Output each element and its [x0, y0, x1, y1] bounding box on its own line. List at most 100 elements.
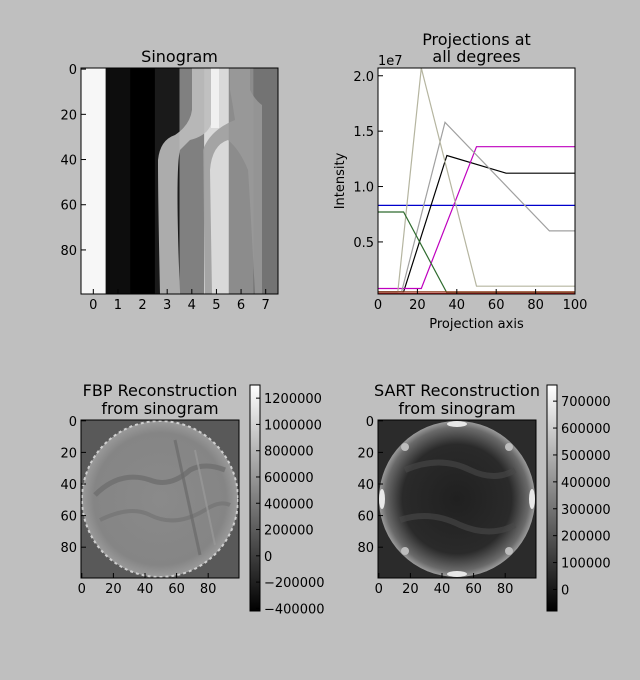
projections-series: [378, 68, 575, 294]
fbp-colorbar-tick: −400000: [264, 602, 325, 617]
sinogram-panel: Sinogram 0 1 2 3 4 5 6 7 0 20 40 60 80: [60, 47, 279, 313]
sart-x-tick: 40: [434, 582, 451, 597]
sinogram-x-tick: 5: [212, 298, 220, 313]
fbp-y-tick: 80: [60, 541, 77, 556]
sart-y-tick: 60: [357, 510, 374, 525]
sinogram-x-tick: 7: [262, 298, 270, 313]
fbp-y-tick: 60: [60, 510, 77, 525]
sart-panel: SART Reconstruction from sinogram 0 20 40 6…: [357, 381, 611, 612]
sart-y-axis: 0 20 40 60 80: [357, 415, 383, 556]
sart-colorbar-ticks: 700000 600000 500000 400000 300000 200000 1000…: [553, 395, 611, 598]
fbp-colorbar-tick: −200000: [264, 576, 325, 591]
fbp-y-tick: 0: [69, 415, 77, 430]
fbp-x-tick: 40: [137, 582, 154, 597]
projections-y-tick: 2.0: [353, 70, 374, 85]
fbp-title-line-1: FBP Reconstruction: [83, 381, 238, 400]
fbp-streak-d: [194, 449, 216, 546]
sinogram-y-axis: 0 20 40 60 80: [60, 63, 86, 259]
fbp-title-line-2: from sinogram: [101, 399, 218, 418]
fbp-streak-b: [99, 501, 231, 523]
projections-plot-area: [378, 68, 575, 294]
sinogram-column: [81, 68, 107, 294]
projections-x-tick: 20: [409, 298, 426, 313]
projections-panel: Projections at all degrees 0 20 40 60 80 100 …: [333, 30, 587, 332]
fbp-x-tick: 20: [105, 582, 122, 597]
sinogram-x-axis: 0 1 2 3 4 5 6 7: [89, 289, 270, 313]
sart-x-tick: 60: [465, 582, 482, 597]
fbp-colorbar-tick: 600000: [264, 471, 314, 486]
fbp-rim: [81, 420, 239, 578]
sart-colorbar-tick: 200000: [561, 530, 611, 545]
sart-title-line-1: SART Reconstruction: [374, 381, 540, 400]
projections-x-tick: 80: [527, 298, 544, 313]
projections-title-line-2: all degrees: [432, 47, 520, 66]
projections-y-tick: 1.5: [353, 125, 374, 140]
sinogram-y-tick: 60: [60, 199, 77, 214]
sinogram-x-tick: 0: [89, 298, 97, 313]
fbp-y-tick: 20: [60, 446, 77, 461]
fbp-y-axis: 0 20 40 60 80: [60, 415, 86, 556]
projections-x-tick: 60: [488, 298, 505, 313]
sinogram-bright-streak: [211, 68, 219, 128]
fbp-panel: FBP Reconstruction from sinogram 0 20 40 60…: [60, 381, 324, 617]
sart-colorbar-tick: 0: [561, 583, 569, 598]
fbp-frame: [80, 419, 240, 579]
sart-x-tick: 80: [497, 582, 514, 597]
sinogram-column: [130, 68, 156, 294]
sart-streak-a: [403, 459, 517, 479]
fbp-colorbar-ticks: 1200000 1000000 800000 600000 400000 200000 0 −…: [256, 392, 325, 617]
sinogram-y-tick: 0: [69, 63, 77, 78]
sart-colorbar-tick: 700000: [561, 395, 611, 410]
fbp-colorbar-tick: 1000000: [264, 418, 322, 433]
sinogram-features: [158, 68, 262, 294]
projections-x-tick: 40: [449, 298, 466, 313]
sinogram-mid-band: [203, 68, 262, 294]
sart-x-axis: 0 20 40 60 80: [375, 573, 514, 597]
projections-ylabel: Intensity: [333, 152, 348, 209]
sart-x-tick: 20: [402, 582, 419, 597]
projections-xlabel: Projection axis: [429, 317, 524, 332]
projections-x-tick: 100: [563, 298, 588, 313]
projections-x-axis: 0 20 40 60 80 100: [374, 289, 588, 313]
sart-hotspot-tr: [505, 443, 513, 451]
sart-colorbar-tick: 100000: [561, 557, 611, 572]
fbp-image: [81, 420, 239, 578]
sart-y-tick: 20: [357, 446, 374, 461]
sinogram-x-tick: 4: [188, 298, 196, 313]
fbp-x-tick: 60: [168, 582, 185, 597]
sart-hotspot-right: [529, 489, 535, 509]
fbp-colorbar: [249, 384, 261, 612]
sart-x-tick: 0: [375, 582, 383, 597]
fbp-streak-a: [93, 463, 226, 497]
fbp-x-tick: 0: [78, 582, 86, 597]
fbp-x-axis: 0 20 40 60 80: [78, 573, 217, 597]
sinogram-x-tick: 2: [138, 298, 146, 313]
sart-colorbar-tick: 400000: [561, 476, 611, 491]
sinogram-title: Sinogram: [141, 47, 218, 66]
sinogram-y-tick: 80: [60, 244, 77, 259]
projections-x-tick: 0: [374, 298, 382, 313]
sinogram-gray-band: [158, 68, 212, 294]
sinogram-x-tick: 6: [237, 298, 245, 313]
fbp-streak-c: [173, 439, 202, 556]
projections-y-axis: 0.5 1.0 1.5 2.0: [353, 70, 383, 251]
sart-hotspot-left: [379, 489, 385, 509]
projections-y-tick: 0.5: [353, 236, 374, 251]
sart-y-tick: 0: [366, 415, 374, 430]
sart-colorbar-tick: 600000: [561, 422, 611, 437]
projections-y-tick: 1.0: [353, 181, 374, 196]
projection-line: [378, 146, 575, 290]
sart-frame: [377, 419, 537, 579]
fbp-colorbar-tick: 1200000: [264, 392, 322, 407]
sinogram-x-tick: 3: [163, 298, 171, 313]
sart-colorbar: [546, 384, 558, 612]
sart-y-tick: 40: [357, 478, 374, 493]
sinogram-y-tick: 20: [60, 108, 77, 123]
sart-hotspot-bl: [401, 547, 409, 555]
sart-title-line-2: from sinogram: [398, 399, 515, 418]
fbp-x-tick: 80: [200, 582, 217, 597]
sart-streak-b: [399, 513, 517, 535]
fbp-colorbar-tick: 0: [264, 550, 272, 565]
sinogram-x-tick: 1: [114, 298, 122, 313]
fbp-disk: [82, 421, 238, 577]
